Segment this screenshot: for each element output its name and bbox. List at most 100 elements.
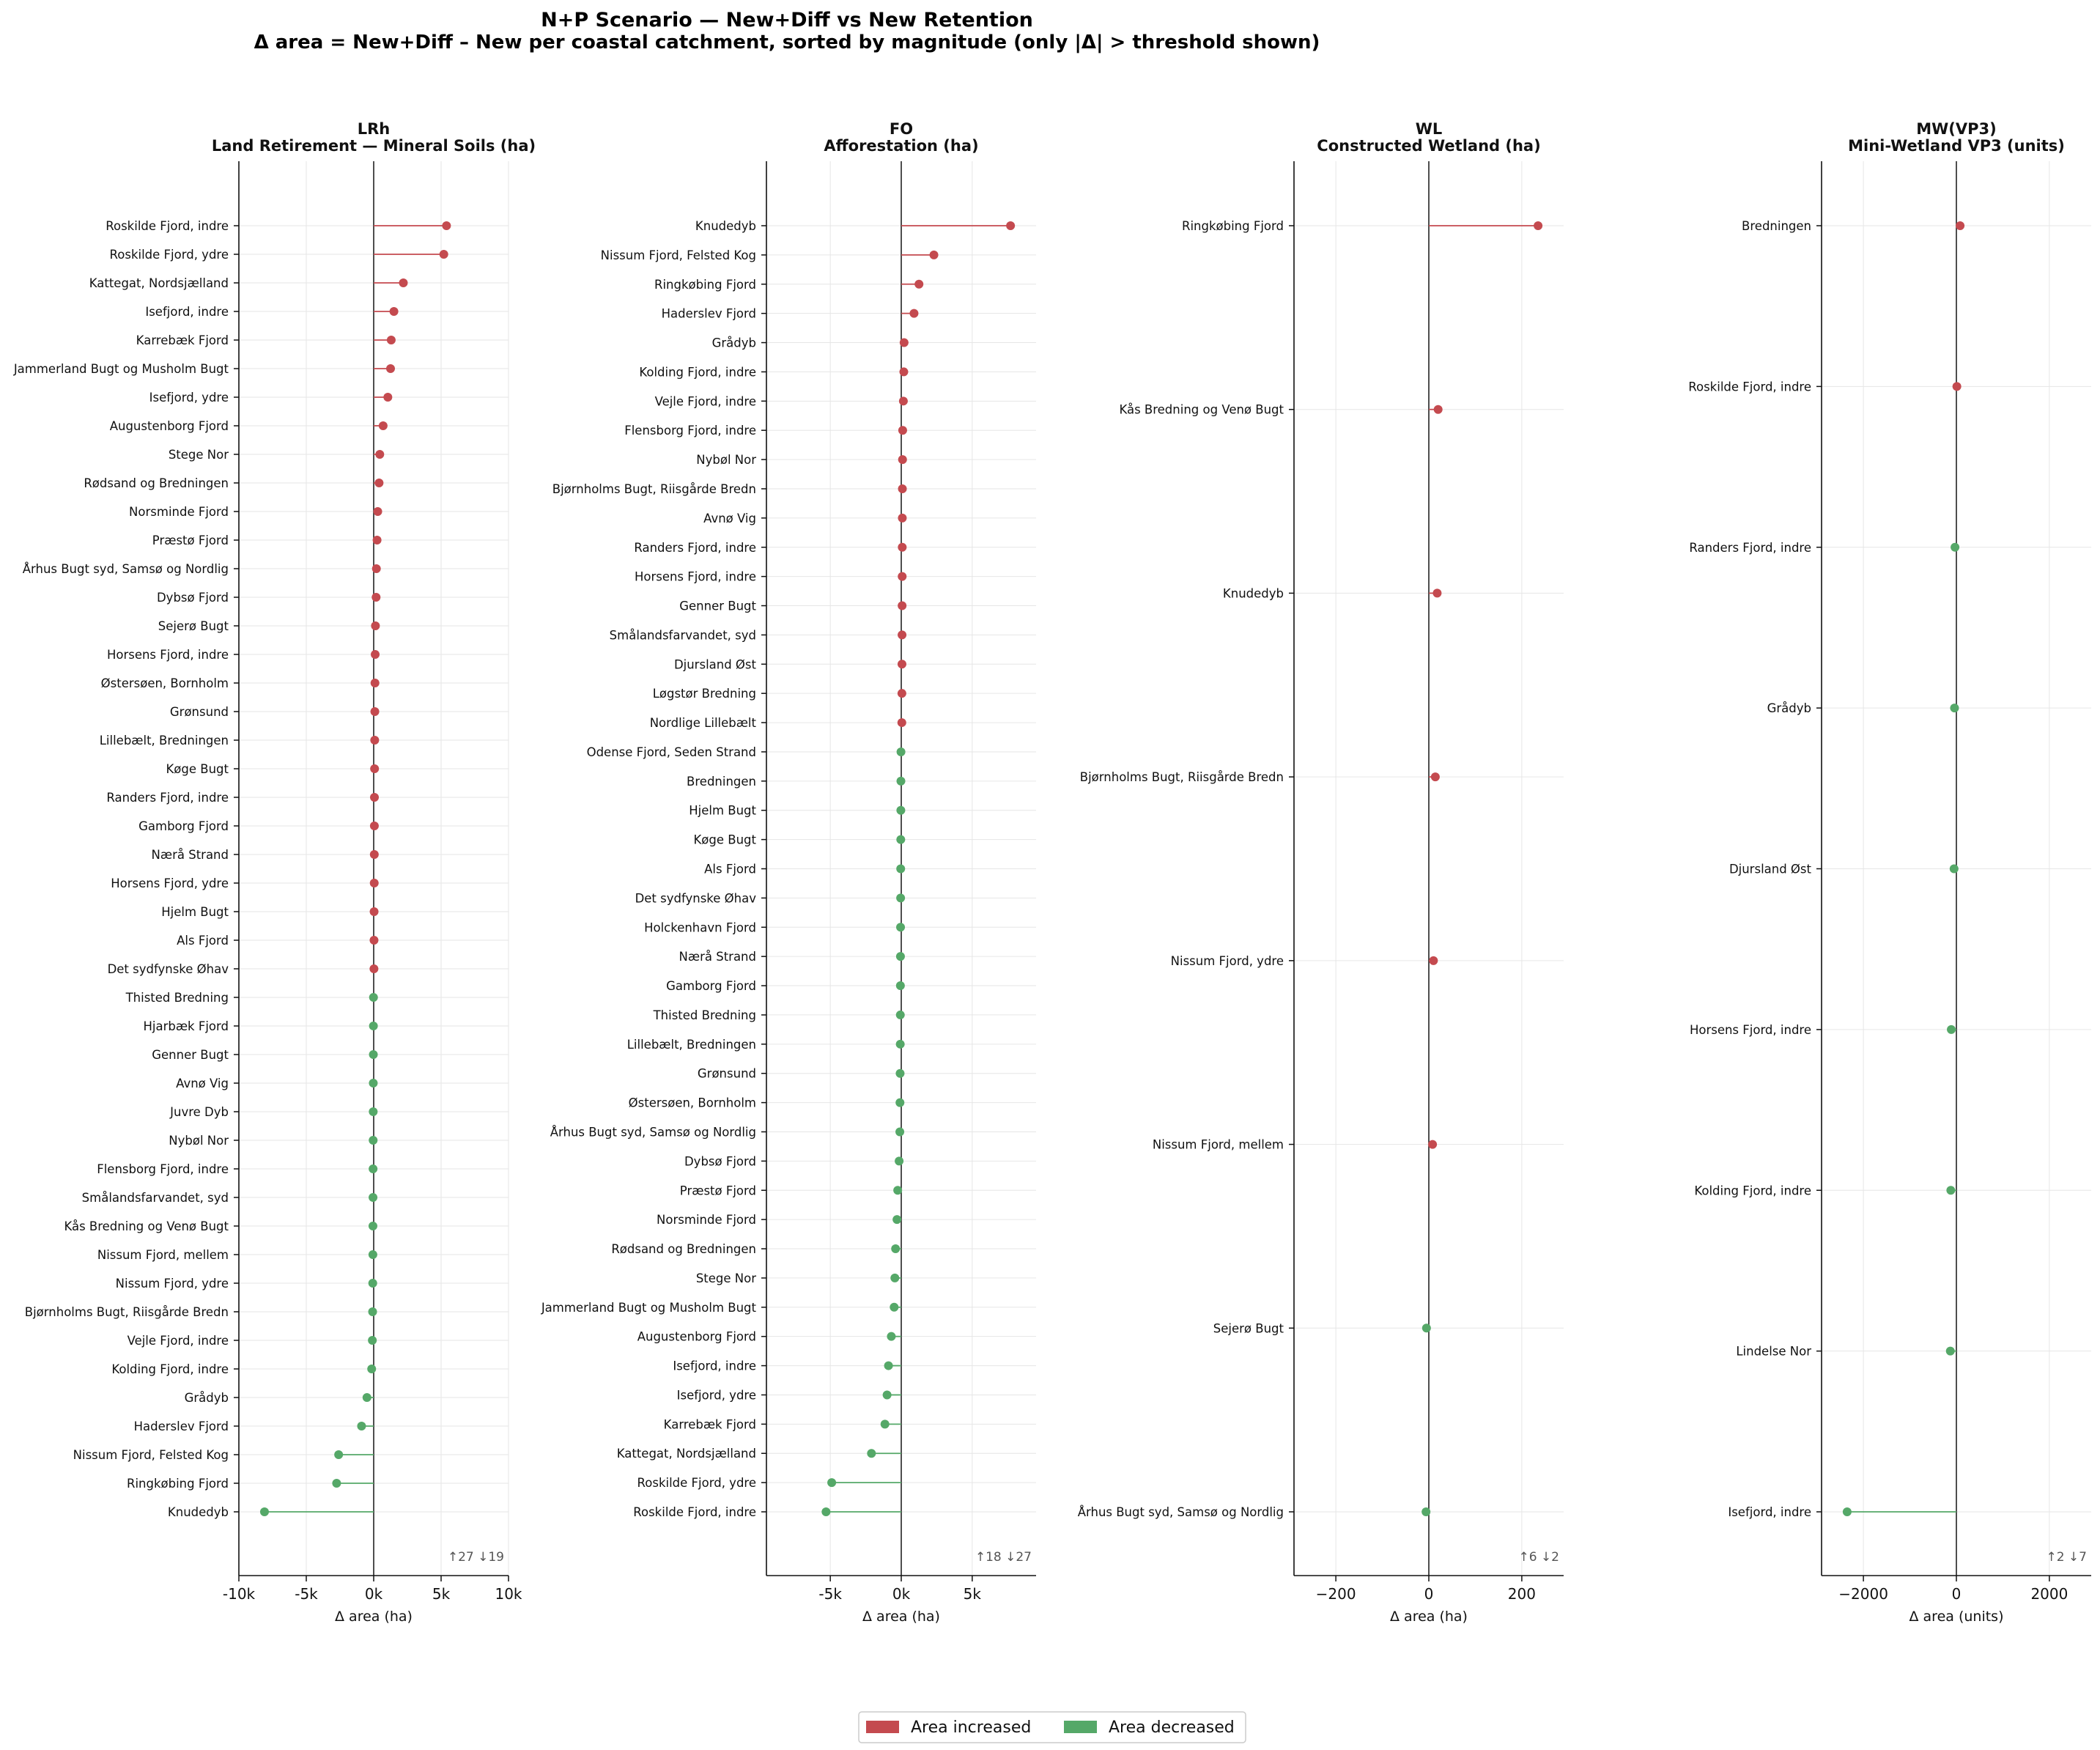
data-point bbox=[898, 572, 907, 581]
data-point bbox=[898, 426, 907, 435]
category-label: Randers Fjord, indre bbox=[634, 541, 756, 555]
legend-frame bbox=[858, 1711, 1246, 1743]
data-point bbox=[362, 1393, 371, 1402]
category-label: Kolding Fjord, indre bbox=[1694, 1184, 1811, 1197]
category-label: Århus Bugt syd, Samsø og Nordlig bbox=[1078, 1505, 1284, 1519]
data-point bbox=[895, 952, 905, 961]
panel-subtitle: Afforestation (ha) bbox=[824, 137, 978, 155]
category-label: Vejle Fjord, indre bbox=[127, 1334, 229, 1348]
category-label: Horsens Fjord, ydre bbox=[111, 876, 229, 890]
figure-subtitle: Δ area = New+Diff – New per coastal catc… bbox=[254, 32, 1320, 53]
category-label: Genner Bugt bbox=[152, 1048, 229, 1062]
data-point bbox=[884, 1361, 893, 1370]
category-label: Augustenborg Fjord bbox=[110, 419, 229, 433]
category-label: Grådyb bbox=[185, 1391, 229, 1405]
category-label: Ringkøbing Fjord bbox=[127, 1477, 229, 1491]
data-point bbox=[259, 1507, 269, 1516]
category-label: Roskilde Fjord, indre bbox=[633, 1505, 756, 1519]
data-point bbox=[1945, 1346, 1955, 1356]
category-label: Avnø Vig bbox=[703, 512, 756, 525]
data-point bbox=[896, 923, 906, 932]
category-label: Bredningen bbox=[687, 775, 756, 789]
data-point bbox=[898, 396, 908, 406]
data-point bbox=[368, 1307, 377, 1316]
data-point bbox=[897, 689, 906, 698]
category-label: Thisted Bredning bbox=[125, 991, 229, 1005]
data-point bbox=[371, 650, 380, 659]
data-point bbox=[370, 736, 380, 745]
category-label: Roskilde Fjord, indre bbox=[1688, 380, 1811, 394]
panel-4: MW(VP3)Mini-Wetland VP3 (units) −2000 0 200… bbox=[1688, 120, 2091, 1625]
data-point bbox=[914, 279, 924, 289]
data-point bbox=[827, 1478, 837, 1488]
data-point bbox=[386, 364, 395, 373]
data-point bbox=[898, 455, 907, 465]
category-label: Nissum Fjord, ydre bbox=[1171, 954, 1284, 968]
x-tick-label: 10k bbox=[495, 1585, 522, 1603]
category-label: Isefjord, ydre bbox=[149, 391, 229, 405]
data-point bbox=[867, 1449, 876, 1458]
data-point bbox=[899, 338, 909, 347]
data-point bbox=[899, 367, 909, 377]
data-point bbox=[369, 936, 379, 945]
category-label: Knudedyb bbox=[695, 219, 756, 233]
category-label: Gamborg Fjord bbox=[666, 979, 756, 993]
data-point bbox=[896, 835, 906, 844]
x-tick-label: 0 bbox=[1952, 1585, 1962, 1603]
x-tick-label: −200 bbox=[1316, 1585, 1356, 1603]
category-label: Djursland Øst bbox=[1729, 863, 1812, 876]
panel-subtitle: Mini-Wetland VP3 (units) bbox=[1848, 137, 2065, 155]
category-label: Kolding Fjord, indre bbox=[639, 365, 756, 379]
data-point bbox=[1842, 1507, 1852, 1516]
x-tick-label: 5k bbox=[432, 1585, 451, 1603]
legend-label-decrease: Area decreased bbox=[1109, 1718, 1235, 1737]
data-point bbox=[369, 1050, 378, 1059]
category-label: Jammerland Bugt og Musholm Bugt bbox=[541, 1301, 757, 1315]
data-point bbox=[389, 307, 399, 316]
data-point bbox=[896, 805, 906, 815]
x-axis-label: Δ area (ha) bbox=[862, 1609, 940, 1625]
data-point bbox=[898, 513, 907, 523]
category-label: Roskilde Fjord, ydre bbox=[637, 1476, 756, 1490]
data-point bbox=[399, 278, 408, 287]
category-label: Østersøen, Bornholm bbox=[101, 676, 229, 690]
data-point bbox=[368, 1222, 377, 1230]
category-label: Haderslev Fjord bbox=[662, 307, 756, 321]
category-label: Als Fjord bbox=[177, 934, 229, 948]
category-label: Grønsund bbox=[170, 705, 229, 719]
category-label: Isefjord, indre bbox=[673, 1359, 756, 1373]
data-point bbox=[369, 1079, 378, 1088]
category-label: Horsens Fjord, indre bbox=[107, 648, 229, 662]
x-tick-label: -5k bbox=[295, 1585, 318, 1603]
data-point bbox=[895, 1039, 905, 1049]
data-point bbox=[1952, 382, 1962, 391]
data-point bbox=[369, 993, 378, 1002]
category-label: Det sydfynske Øhav bbox=[108, 962, 229, 976]
category-label: Kås Bredning og Venø Bugt bbox=[64, 1219, 229, 1233]
category-label: Dybsø Fjord bbox=[684, 1154, 756, 1168]
data-point bbox=[368, 1250, 377, 1259]
category-label: Køge Bugt bbox=[166, 762, 229, 776]
data-point bbox=[887, 1332, 896, 1341]
category-label: Sejerø Bugt bbox=[158, 619, 229, 633]
data-point bbox=[386, 336, 396, 344]
category-label: Horsens Fjord, indre bbox=[635, 570, 756, 584]
data-point bbox=[369, 850, 379, 859]
x-tick-label: -5k bbox=[818, 1585, 842, 1603]
data-point bbox=[371, 621, 380, 630]
data-point bbox=[1429, 956, 1438, 965]
category-label: Bjørnholms Bugt, Riisgårde Bredn bbox=[25, 1305, 229, 1319]
category-label: Karrebæk Fjord bbox=[664, 1417, 756, 1431]
legend-swatch-decrease bbox=[1064, 1721, 1097, 1733]
data-point bbox=[895, 1010, 905, 1019]
counts-annotation: ↑6 ↓2 bbox=[1518, 1550, 1559, 1565]
data-point bbox=[897, 660, 906, 669]
counts-annotation: ↑27 ↓19 bbox=[448, 1550, 504, 1565]
data-point bbox=[439, 250, 448, 259]
legend-label-increase: Area increased bbox=[911, 1718, 1031, 1737]
data-point bbox=[880, 1419, 890, 1429]
data-point bbox=[372, 536, 382, 544]
category-label: Nærå Strand bbox=[679, 950, 756, 964]
